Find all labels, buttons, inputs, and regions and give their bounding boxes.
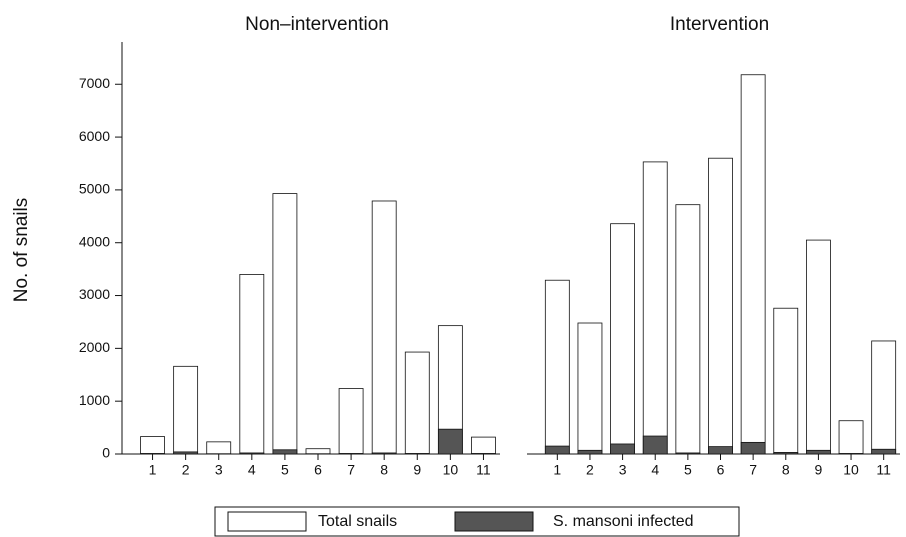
total-bar	[371, 200, 397, 455]
total-bar	[871, 340, 897, 455]
x-tick-label: 7	[347, 462, 355, 478]
total-bar	[675, 204, 701, 455]
legend-label: S. mansoni infected	[553, 513, 694, 530]
total-bar	[544, 279, 570, 455]
infected-bar	[371, 452, 397, 455]
infected-bar	[871, 448, 897, 455]
infected-bar	[610, 443, 635, 455]
y-tick-label: 4000	[79, 233, 110, 249]
total-bar	[773, 307, 799, 455]
y-tick-label: 5000	[79, 181, 110, 197]
legend-label: Total snails	[318, 513, 397, 530]
infected-bar	[740, 441, 766, 455]
x-tick-label: 6	[717, 462, 725, 478]
total-bar	[305, 448, 331, 455]
x-tick-label: 4	[651, 462, 659, 478]
x-tick-label: 9	[413, 462, 421, 478]
y-tick-label: 7000	[79, 75, 110, 91]
infected-bar	[773, 452, 799, 455]
x-tick-label: 3	[619, 462, 627, 478]
x-tick-label: 7	[749, 462, 757, 478]
infected-bar	[577, 449, 603, 455]
total-bar	[610, 223, 635, 455]
y-tick-label: 6000	[79, 128, 110, 144]
total-bar	[577, 322, 603, 455]
infected-bar	[642, 435, 668, 455]
panel-title: Intervention	[670, 14, 769, 35]
infected-bar	[338, 453, 364, 455]
infected-bar	[806, 449, 831, 455]
x-tick-label: 10	[443, 462, 459, 478]
x-tick-label: 2	[586, 462, 594, 478]
x-tick-label: 1	[149, 462, 157, 478]
x-tick-label: 4	[248, 462, 256, 478]
infected-bar	[544, 445, 570, 455]
infected-bar	[708, 446, 733, 455]
legend-swatch	[227, 511, 307, 532]
x-tick-label: 1	[553, 462, 561, 478]
infected-bar	[140, 453, 165, 455]
y-tick-label: 0	[102, 445, 110, 461]
infected-bar	[838, 453, 864, 455]
y-axis-label: No. of snails	[11, 198, 32, 303]
x-tick-label: 10	[843, 462, 859, 478]
total-bar	[272, 193, 298, 455]
total-bar	[140, 436, 165, 455]
x-tick-label: 6	[314, 462, 322, 478]
total-bar	[740, 74, 766, 455]
infected-bar	[272, 449, 298, 455]
x-tick-label: 8	[380, 462, 388, 478]
infected-bar	[437, 428, 463, 455]
x-tick-label: 11	[476, 462, 491, 478]
infected-bar	[675, 452, 701, 455]
total-bar	[642, 161, 668, 455]
total-bar	[338, 388, 364, 455]
infected-bar	[404, 453, 430, 455]
infected-bar	[173, 451, 199, 455]
x-tick-label: 5	[684, 462, 692, 478]
total-bar	[206, 441, 232, 455]
total-bar	[838, 420, 864, 455]
y-tick-label: 3000	[79, 286, 110, 302]
total-bar	[708, 157, 733, 455]
infected-bar	[239, 452, 265, 455]
x-tick-label: 5	[281, 462, 289, 478]
x-tick-label: 9	[815, 462, 823, 478]
total-bar	[239, 274, 265, 455]
total-bar	[806, 239, 831, 455]
y-tick-label: 2000	[79, 339, 110, 355]
x-tick-label: 11	[876, 462, 891, 478]
total-bar	[471, 436, 496, 455]
x-tick-label: 2	[182, 462, 190, 478]
total-bar	[404, 351, 430, 455]
total-bar	[173, 365, 199, 455]
y-tick-label: 1000	[79, 392, 110, 408]
x-tick-label: 8	[782, 462, 790, 478]
panel-title: Non–intervention	[245, 14, 389, 35]
infected-bar	[471, 453, 496, 455]
legend-swatch	[454, 511, 534, 532]
x-tick-label: 3	[215, 462, 223, 478]
